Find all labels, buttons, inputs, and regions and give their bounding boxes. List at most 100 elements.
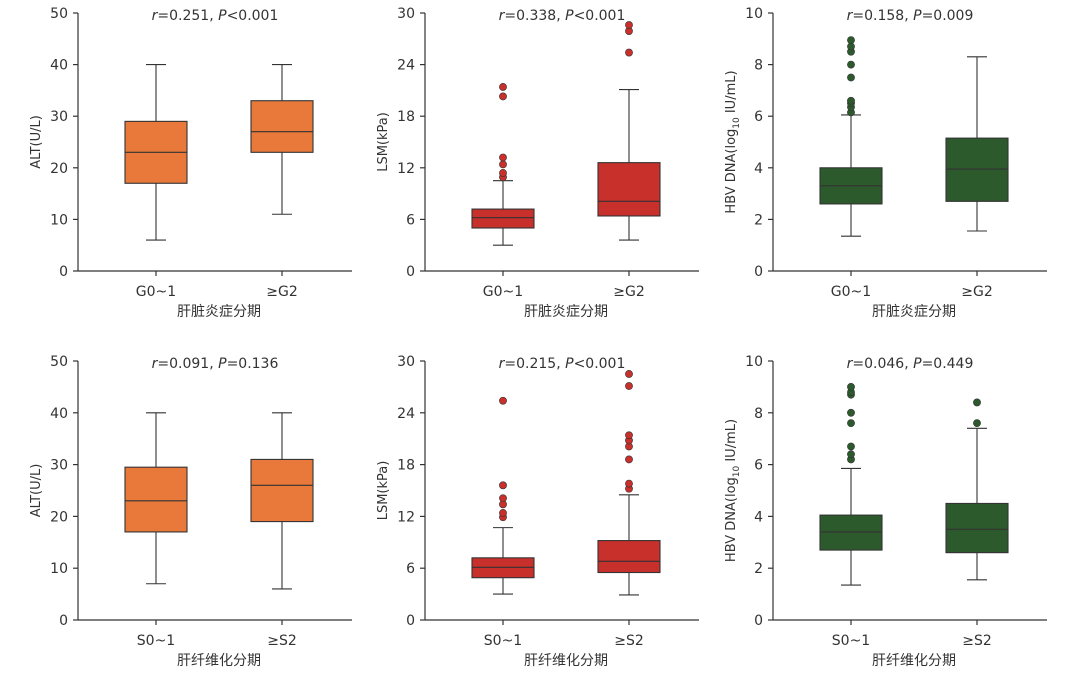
panel-4-box-1-iqr-box [124,466,188,533]
panel-2-box-1-outlier-3 [499,160,507,169]
panel-3-annotation-p-value: =0.009 [922,8,974,24]
panel-6-x-axis-label: 肝纤维化分期 [872,653,956,669]
panel-1-x-tick-label-2: ≥G2 [266,284,298,300]
panel-5-annotation-p-value: <0.001 [574,356,626,372]
panel-2-box-2-outlier-1 [625,48,633,57]
panel-4-y-tick-label: 30 [50,458,68,474]
panel-3-y-axis-label-main: HBV DNA(log [724,129,739,214]
panel-3-box-1-outlier-8 [847,42,855,51]
panel-5-y-tick-label: 18 [397,458,415,474]
panel-2-annotation-r-label: r [499,8,506,24]
panel-6-y-tick-label: 10 [745,354,763,370]
panel-5-annotation-r-label: r [499,356,506,372]
panel-6-y-tick-label: 2 [754,561,763,577]
panel-2-x-tick-label-1: G0~1 [483,284,523,300]
panel-5-y-axis-label: LSM(kPa) [376,461,391,521]
panel-4-y-tick-label: 50 [50,354,68,370]
panel-5-y-tick-label: 0 [406,613,415,629]
panel-2-box-2-outlier-3 [625,21,633,29]
panel-2-annotation: r=0.338, P<0.001 [499,8,626,24]
panel-3-annotation-p-label: P [913,8,922,24]
panel-6-y-axis-label-subscript: 10 [732,466,742,478]
panel-1-y-tick-label: 0 [59,264,68,280]
panel-2-x-tick-label-2: ≥G2 [613,284,645,300]
panel-4-box-2-iqr-box [250,458,314,523]
panel-5-box-1-outlier-2 [499,509,507,517]
panel-2-annotation-p-value: <0.001 [574,8,626,24]
panel-6-x-tick-label-1: S0~1 [832,633,870,649]
panel-3-annotation: r=0.158, P=0.009 [847,8,974,24]
panel-5-box-2-outlier-3 [625,455,633,464]
panel-1-annotation: r=0.251, P<0.001 [152,8,279,24]
panel-5-y-tick-label: 6 [406,561,415,577]
panel-6-annotation-p-value: =0.449 [922,356,974,372]
panel-4-annotation-r-value: =0.091, [157,356,218,372]
panel-6-box-2-outlier-1 [973,419,981,428]
panel-5-box-1-outlier-5 [499,481,507,490]
panel-3-annotation-r-value: =0.158, [852,8,913,24]
panel-1-y-axis-label-main: ALT(U/L) [29,115,44,169]
panel-2-box-1-outlier-2 [499,169,507,177]
panel-1-annotation-p-label: P [218,8,227,24]
panel-6-annotation-p-label: P [913,356,922,372]
panel-6-y-axis-label: HBV DNA(log10 IU/mL) [724,419,742,562]
panel-5-x-tick-label-2: ≥S2 [614,633,644,649]
panel-4-y-tick-label: 20 [50,509,68,525]
panel-4-y-axis-label-main: ALT(U/L) [29,464,44,518]
panel-4-y-tick-label: 0 [59,613,68,629]
panel-6-annotation-r-value: =0.046, [852,356,913,372]
panel-6-box-2-iqr-box [945,502,1009,554]
panel-4-annotation-p-value: =0.136 [227,356,279,372]
panel-1-y-tick-label: 20 [50,161,68,177]
panel-1-x-tick-label-1: G0~1 [136,284,176,300]
panel-5-box-2-outlier-6 [625,431,633,440]
panel-3-annotation-r-label: r [847,8,854,24]
panel-3-y-tick-label: 0 [754,264,763,280]
panel-6-box-1-outlier-8 [847,382,855,391]
panel-2-annotation-r-value: =0.338, [504,8,565,24]
panel-1-y-tick-label: 30 [50,109,68,125]
panel-3-x-tick-label-1: G0~1 [831,284,871,300]
panel-2-box-2-iqr-box [597,162,661,217]
panel-3-box-1-outlier-4 [847,96,855,105]
panel-2-annotation-p-label: P [565,8,574,24]
panel-5-y-tick-label: 24 [397,406,415,422]
panel-3-y-axis-label: HBV DNA(log10 IU/mL) [724,70,742,213]
panel-4-x-tick-label-1: S0~1 [137,633,175,649]
panel-5-y-tick-label: 30 [397,354,415,370]
panel-6-y-tick-label: 8 [754,406,763,422]
panel-5-box-1-outlier-6 [499,396,507,405]
panel-5-box-2-outlier-8 [625,370,633,378]
panel-5-box-2-outlier-2 [625,479,633,488]
panel-5-box-2-iqr-box [597,540,661,574]
panel-4-y-tick-label: 40 [50,406,68,422]
panel-6-y-tick-label: 6 [754,458,763,474]
panel-2-y-tick-label: 24 [397,58,415,74]
panel-6-annotation-r-label: r [847,356,854,372]
panel-5-annotation-r-value: =0.215, [504,356,565,372]
panel-2-box-1-outlier-4 [499,153,507,162]
panel-6-x-tick-label-2: ≥S2 [962,633,992,649]
panel-2-y-tick-label: 18 [397,109,415,125]
panel-1-box-2-iqr-box [250,100,314,153]
panel-1-annotation-r-label: r [152,8,159,24]
panel-6-y-axis-label-main: HBV DNA(log [724,477,739,562]
panel-1-annotation-r-value: =0.251, [157,8,218,24]
panel-2-y-tick-label: 30 [397,6,415,22]
panel-3-box-1-outlier-5 [847,73,855,82]
panel-3-y-tick-label: 6 [754,109,763,125]
panel-4-x-tick-label-2: ≥S2 [267,633,297,649]
panel-4-annotation-p-label: P [218,356,227,372]
panel-6-box-1-outlier-5 [847,408,855,417]
panel-4-annotation-r-label: r [152,356,159,372]
panel-1-y-axis-label: ALT(U/L) [29,115,44,169]
panel-3-box-1-outlier-6 [847,60,855,69]
panel-3-y-tick-label: 8 [754,58,763,74]
panel-4-annotation: r=0.091, P=0.136 [152,356,279,372]
panel-1-x-axis-label: 肝脏炎症分期 [177,304,261,320]
panel-5-box-2-outlier-7 [625,382,633,390]
panel-6-box-1-iqr-box [819,514,883,551]
panel-1-annotation-p-value: <0.001 [227,8,279,24]
panel-3-box-1-outlier-9 [847,36,855,44]
